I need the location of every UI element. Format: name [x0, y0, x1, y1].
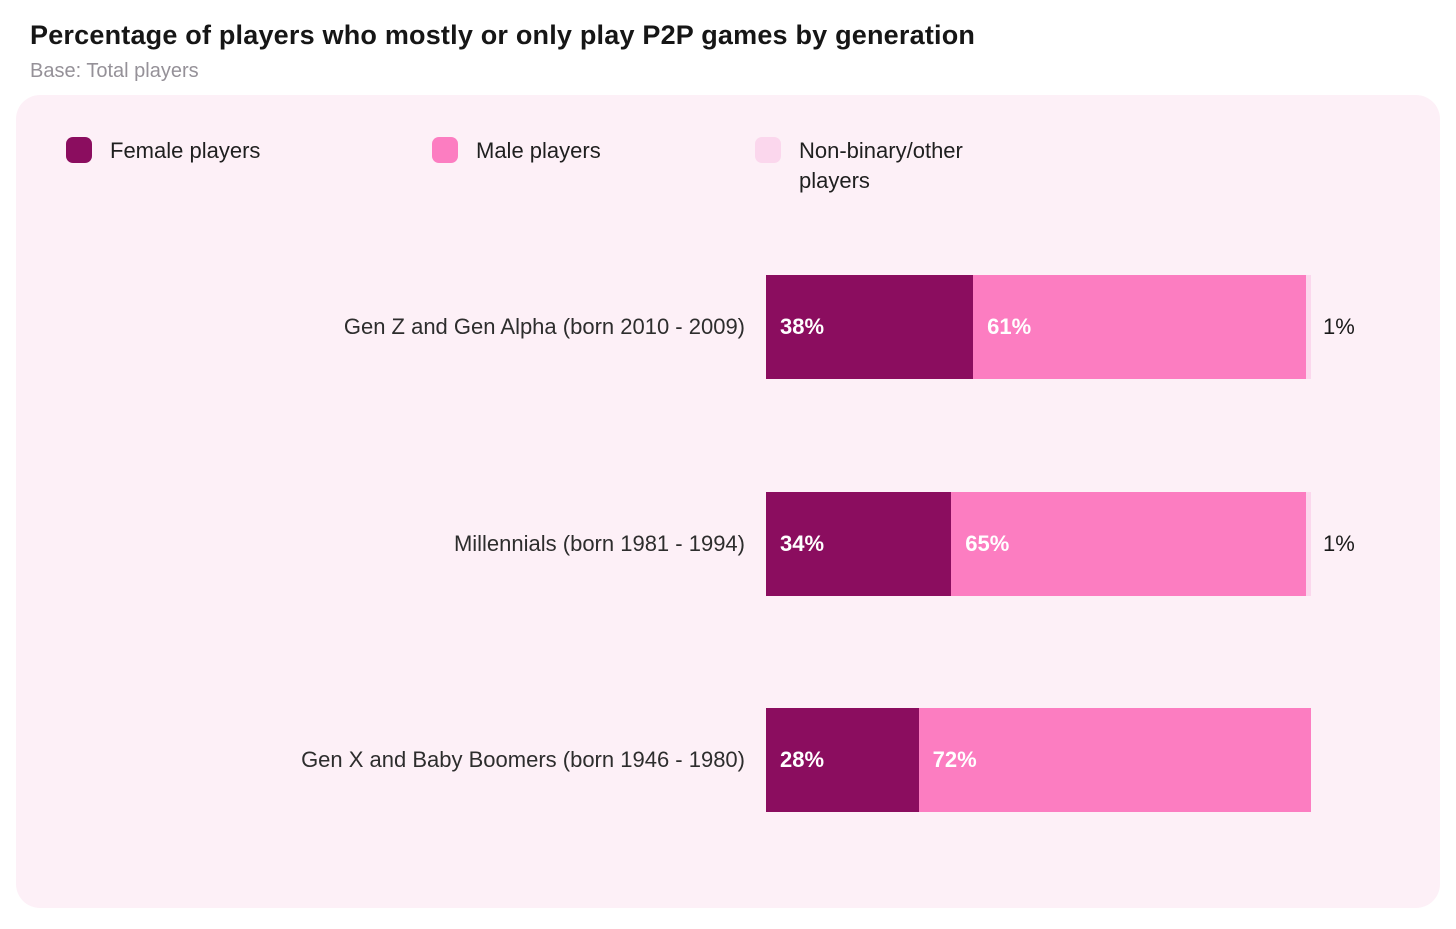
bar-segment-male: 65%	[951, 492, 1306, 596]
chart-row: Gen Z and Gen Alpha (born 2010 - 2009) 3…	[16, 275, 1440, 379]
value-label-female: 34%	[780, 531, 825, 556]
category-label: Millennials (born 1981 - 1994)	[453, 531, 745, 556]
female-players-swatch-icon	[66, 137, 92, 163]
bar-segment-female: 34%	[766, 492, 952, 596]
chart-panel: Female players Male players Non-binary/o…	[16, 95, 1440, 908]
value-label-male: 72%	[932, 747, 977, 772]
legend-label-female-players: Female players	[110, 138, 261, 163]
stacked-bar: 38% 61%	[766, 275, 1311, 379]
stacked-bar: 28% 72%	[766, 708, 1311, 812]
chart-row: Millennials (born 1981 - 1994) 34% 65% 1…	[16, 492, 1440, 596]
legend-item-nonbinary-players: Non-binary/other players	[755, 136, 1017, 196]
value-label-male: 65%	[965, 531, 1010, 556]
bar-segment-male: 72%	[918, 708, 1311, 812]
nonbinary-players-swatch-icon	[755, 137, 781, 163]
bar-segment-female: 28%	[766, 708, 919, 812]
chart-row: Gen X and Baby Boomers (born 1946 - 1980…	[16, 708, 1440, 812]
legend-item-male-players: Male players	[432, 136, 601, 166]
legend-label-nonbinary-players: Non-binary/other players	[799, 138, 963, 193]
value-label-male: 61%	[987, 314, 1032, 339]
legend-label-male-players: Male players	[476, 138, 601, 163]
bar-segment-female: 38%	[766, 275, 974, 379]
value-label-female: 28%	[780, 747, 825, 772]
stacked-bar: 34% 65%	[766, 492, 1311, 596]
chart-title: Percentage of players who mostly or only…	[30, 20, 976, 50]
legend-item-female-players: Female players	[66, 136, 260, 166]
chart-subtitle: Base: Total players	[30, 60, 199, 82]
bar-segment-nonbinary	[1305, 492, 1311, 596]
male-players-swatch-icon	[432, 137, 458, 163]
category-label: Gen Z and Gen Alpha (born 2010 - 2009)	[343, 314, 745, 339]
value-label-nonbinary-outside: 1%	[1323, 314, 1355, 339]
bar-segment-male: 61%	[973, 275, 1306, 379]
value-label-nonbinary-outside: 1%	[1323, 531, 1355, 556]
value-label-female: 38%	[780, 314, 825, 339]
bar-segment-nonbinary	[1305, 275, 1311, 379]
category-label: Gen X and Baby Boomers (born 1946 - 1980…	[301, 747, 745, 772]
